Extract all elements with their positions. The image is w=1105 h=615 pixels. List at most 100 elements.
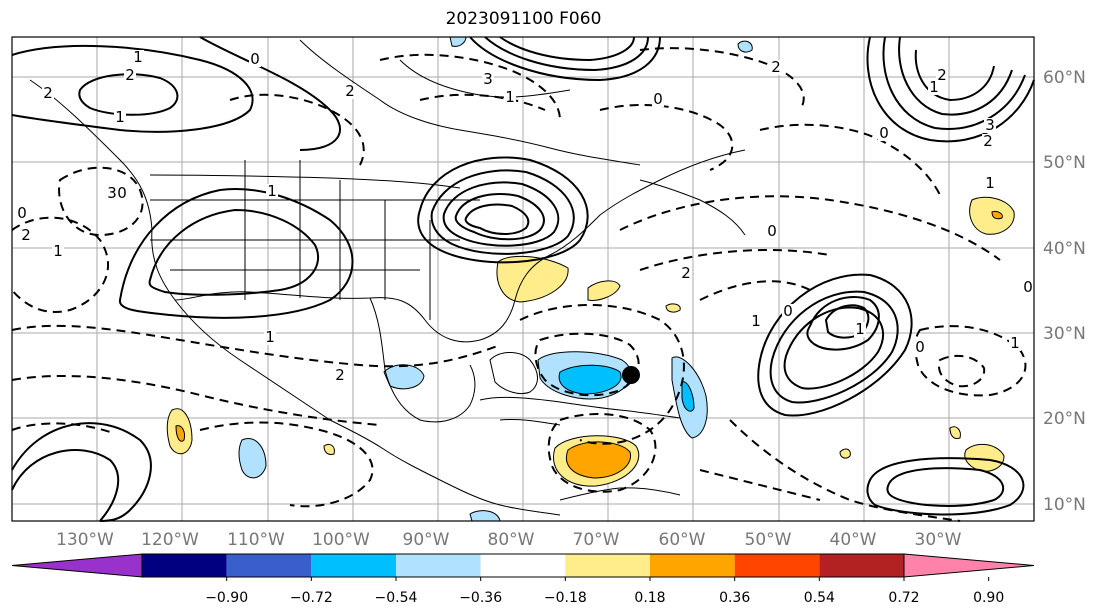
lon-tick-label: 60°W xyxy=(659,530,706,550)
contour-label-bg xyxy=(982,134,994,149)
contour-label: 1 xyxy=(985,174,995,192)
lon-tick-label: 80°W xyxy=(488,530,535,550)
contour-label: 1 xyxy=(265,328,275,346)
colorbar-segment xyxy=(734,554,820,577)
contour-label-bg xyxy=(750,314,762,329)
contour-label-bg xyxy=(20,228,32,243)
contour-label: 2 xyxy=(43,84,53,102)
contour-label-bg xyxy=(42,86,54,101)
contour-label-bg xyxy=(116,186,128,201)
lat-tick-label: 10°N xyxy=(1043,495,1086,515)
colorbar-extend-min xyxy=(11,553,143,578)
contour-label: 0 xyxy=(1023,278,1033,296)
lon-tick-label: 120°W xyxy=(141,530,199,550)
latitude-labels: 60°N 50°N 40°N 30°N 20°N 10°N xyxy=(1043,68,1086,515)
contour-label-bg xyxy=(504,90,516,105)
contour-label-bg xyxy=(936,68,948,83)
colorbar-frame xyxy=(141,553,905,578)
contour-label: 3 xyxy=(107,184,117,202)
contour-label-bg xyxy=(344,84,356,99)
colorbar-tick-label: −0.90 xyxy=(205,590,248,606)
lon-tick-label: 110°W xyxy=(227,530,285,550)
contour-label-bg xyxy=(680,266,692,281)
contour-label: 0 xyxy=(117,184,127,202)
contour-label-bg xyxy=(52,244,64,259)
map-title: 2023091100 F060 xyxy=(445,9,602,29)
contour-label: 0 xyxy=(250,50,260,68)
colorbar-segment xyxy=(226,554,312,577)
colorbar-tick-label: −0.54 xyxy=(375,590,418,606)
shaded-anomalies xyxy=(166,36,1015,522)
contour-label-bg xyxy=(914,340,926,355)
contour-label: 1 xyxy=(267,182,277,200)
contour-label: 1 xyxy=(53,242,63,260)
contour-label-bg xyxy=(124,68,136,83)
colorbar-segment xyxy=(142,554,227,577)
contour-label: 0 xyxy=(783,302,793,320)
contour-label-bg xyxy=(249,52,261,67)
coastlines xyxy=(29,39,746,516)
map-frame xyxy=(11,36,1035,522)
contour-label: 0 xyxy=(17,204,27,222)
contour-label-bg xyxy=(482,72,494,87)
contour-label-bg xyxy=(984,118,996,133)
contour-label: 1 xyxy=(505,88,515,106)
contour-label: 2 xyxy=(345,82,355,100)
contour-label: 2 xyxy=(335,366,345,384)
contour-label: 1 xyxy=(1010,334,1020,352)
storm-marker xyxy=(622,366,640,384)
contour-label-bg xyxy=(878,126,890,141)
contour-label-bg xyxy=(16,206,28,221)
lat-tick-label: 60°N xyxy=(1043,68,1086,88)
contour-lines xyxy=(11,36,1035,522)
contour-label-bg xyxy=(770,60,782,75)
contour-label: 2 xyxy=(937,66,947,84)
contour-label: 1 xyxy=(133,48,143,66)
contour-label-bg xyxy=(132,50,144,65)
contour-label: 2 xyxy=(681,264,691,282)
contour-label: 0 xyxy=(915,338,925,356)
contour-label: 2 xyxy=(771,58,781,76)
contour-label: 1 xyxy=(751,312,761,330)
contour-label: 2 xyxy=(125,66,135,84)
contour-label-bg xyxy=(106,186,118,201)
contour-label: 0 xyxy=(767,222,777,240)
lon-tick-label: 40°W xyxy=(830,530,877,550)
contour-label: 3 xyxy=(985,116,995,134)
lat-tick-label: 20°N xyxy=(1043,409,1086,429)
colorbar-tick-label: −0.72 xyxy=(290,590,333,606)
contour-label-bg xyxy=(766,224,778,239)
lon-tick-label: 90°W xyxy=(403,530,450,550)
colorbar-tick-label: −0.36 xyxy=(459,590,502,606)
lon-tick-label: 70°W xyxy=(573,530,620,550)
colorbar: −0.90 −0.72 −0.54 −0.36 −0.18 0.18 0.36 0.54 0.7… xyxy=(11,553,1035,606)
colorbar-tick-label: 0.72 xyxy=(888,590,919,606)
contour-label-bg xyxy=(652,92,664,107)
lon-tick-label: 30°W xyxy=(915,530,962,550)
contour-label-bg xyxy=(114,110,126,125)
colorbar-segment xyxy=(480,554,566,577)
lat-tick-label: 40°N xyxy=(1043,239,1086,259)
contour-label-bg xyxy=(334,368,346,383)
contour-label-bg xyxy=(854,322,866,337)
contour-label: 1 xyxy=(855,320,865,338)
contour-label-bg xyxy=(1022,280,1034,295)
colorbar-extend-max xyxy=(903,553,1035,578)
contour-label: 1 xyxy=(929,78,939,96)
colorbar-segment xyxy=(396,554,481,577)
lon-tick-label: 100°W xyxy=(312,530,370,550)
contour-label: 0 xyxy=(879,124,889,142)
lat-tick-label: 50°N xyxy=(1043,153,1086,173)
lat-tick-label: 30°N xyxy=(1043,324,1086,344)
colorbar-tick-label: 0.54 xyxy=(804,590,835,606)
contour-label-bg xyxy=(928,80,940,95)
lon-tick-label: 130°W xyxy=(56,530,114,550)
colorbar-tick-label: 0.18 xyxy=(634,590,665,606)
colorbar-segment xyxy=(650,554,735,577)
colorbar-tick-label: 0.90 xyxy=(973,590,1004,606)
contour-label: 1 xyxy=(115,108,125,126)
colorbar-tick-label: 0.36 xyxy=(719,590,750,606)
